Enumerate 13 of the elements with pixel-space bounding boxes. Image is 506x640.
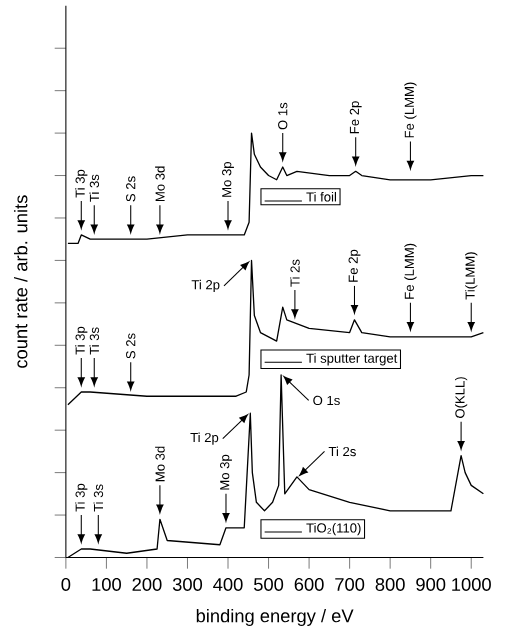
x-axis-title: binding energy / eV (196, 608, 354, 627)
x-tick-label: 1000 (452, 577, 492, 591)
x-tick-label: 500 (254, 577, 284, 591)
x-tick-label: 200 (132, 577, 162, 591)
x-tick-label: 900 (416, 577, 446, 591)
x-tick-label: 800 (375, 577, 405, 591)
x-tick-label: 600 (294, 577, 324, 591)
x-tick-label: 400 (213, 577, 243, 591)
x-tick-label: 300 (173, 577, 203, 591)
x-tick-label: 700 (335, 577, 365, 591)
x-tick-label: 0 (61, 577, 71, 591)
x-tick-label: 100 (92, 577, 122, 591)
y-axis-title: count rate / arb. units (14, 195, 28, 368)
